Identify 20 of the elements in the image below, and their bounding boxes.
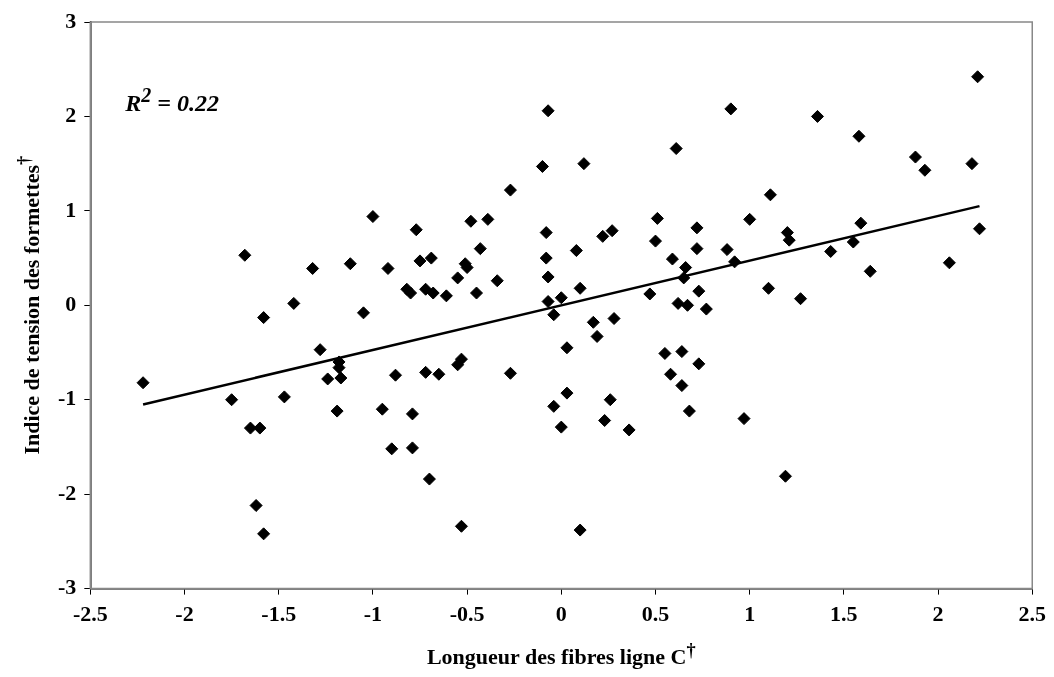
y-tick-label: -1	[58, 385, 77, 411]
annotation: R$^{2}$ = 0.22	[125, 84, 220, 117]
y-tick-label: -2	[58, 479, 77, 505]
x-tick-label: -1	[363, 601, 383, 627]
y-tick-label: 1	[65, 196, 77, 222]
y-tick-label: 2	[65, 102, 77, 128]
x-tick-label: -0.5	[449, 601, 485, 627]
y-tick-label: 3	[65, 7, 77, 33]
x-tick-label: 0.5	[641, 601, 670, 627]
x-tick-label: -2.5	[72, 601, 108, 627]
x-axis-title: Longueur des fibres ligne C$^{†}$	[425, 640, 697, 671]
x-tick-label: 1	[744, 601, 756, 627]
x-tick-label: -2	[175, 601, 194, 627]
x-tick-label: 2	[932, 601, 944, 627]
y-tick-label: 0	[65, 290, 77, 316]
x-tick-label: 1.5	[830, 601, 858, 627]
x-tick-label: 2.5	[1018, 601, 1046, 627]
y-tick-label: -3	[58, 574, 77, 600]
x-tick-label: -1.5	[261, 601, 297, 627]
x-tick-label: 0	[555, 601, 567, 627]
